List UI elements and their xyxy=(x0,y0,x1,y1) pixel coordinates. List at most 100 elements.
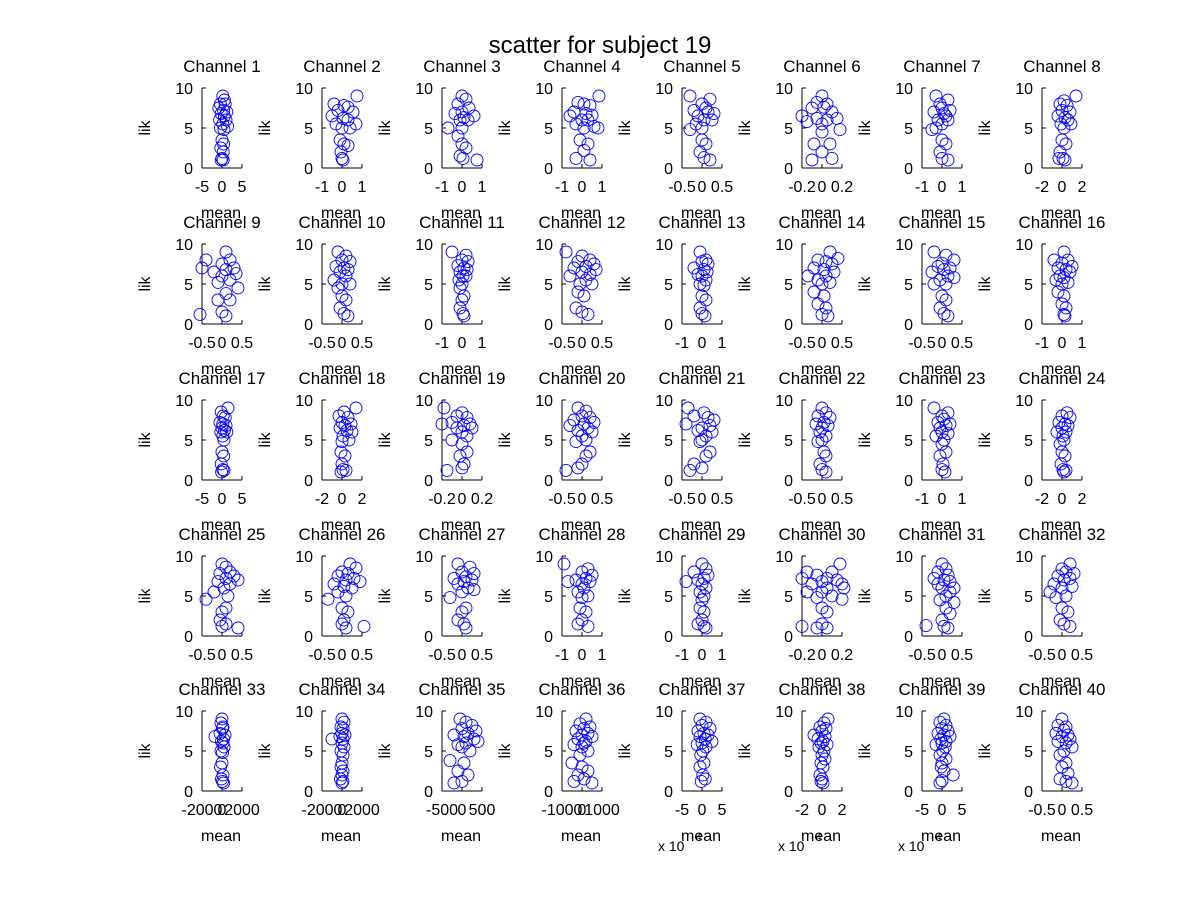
y-tick-label: 0 xyxy=(784,161,793,178)
x-exponent-label: x 10 xyxy=(658,838,685,854)
x-axis-label: mean xyxy=(801,828,841,845)
y-tick-label: 0 xyxy=(664,629,673,646)
scatter-point xyxy=(457,111,471,125)
scatter-point xyxy=(455,293,469,307)
scatter-point xyxy=(817,263,831,277)
y-tick-label: 10 xyxy=(175,704,193,721)
scatter-point xyxy=(343,277,357,291)
scatter-point xyxy=(435,417,449,431)
y-tick-label: 0 xyxy=(904,317,913,334)
scatter-point xyxy=(208,730,222,744)
scatter-point xyxy=(456,307,470,321)
scatter-point xyxy=(336,774,350,788)
scatter-point xyxy=(943,575,957,589)
x-tick-label: 2 xyxy=(1078,179,1087,196)
x-tick-label: -0.2 xyxy=(788,647,816,664)
y-tick-label: 0 xyxy=(784,473,793,490)
scatter-point xyxy=(581,589,595,603)
scatter-point xyxy=(569,435,583,449)
scatter-point xyxy=(1057,617,1071,631)
y-tick-label: 0 xyxy=(904,473,913,490)
scatter-point xyxy=(694,774,708,788)
scatter-points xyxy=(687,245,715,323)
scatter-point xyxy=(927,401,941,415)
scatter-point xyxy=(817,716,831,730)
scatter-point xyxy=(1059,301,1073,315)
x-tick-label: 0 xyxy=(818,802,827,819)
x-exponent-power: 4 xyxy=(696,832,702,843)
scatter-point xyxy=(563,269,577,283)
scatter-point xyxy=(931,577,945,591)
scatter-point xyxy=(334,465,348,479)
scatter-point xyxy=(1057,465,1071,479)
scatter-point xyxy=(216,145,230,159)
scatter-point xyxy=(451,259,465,273)
subplot-title: Channel 32 xyxy=(1019,525,1106,544)
y-tick-label: 5 xyxy=(544,744,553,761)
y-tick-label: 5 xyxy=(1024,433,1033,450)
scatter-point xyxy=(941,427,955,441)
scatter-point xyxy=(825,565,839,579)
x-tick-label: -1 xyxy=(555,179,569,196)
y-tick-label: 5 xyxy=(904,589,913,606)
y-tick-label: 10 xyxy=(295,237,313,254)
scatter-point xyxy=(1069,89,1083,103)
subplot-title: Channel 22 xyxy=(779,369,866,388)
scatter-point xyxy=(592,89,606,103)
scatter-points xyxy=(1047,245,1079,323)
y-tick-label: 5 xyxy=(664,433,673,450)
scatter-point xyxy=(219,309,233,323)
scatter-point xyxy=(1059,565,1073,579)
x-tick-label: -0.5 xyxy=(188,647,216,664)
x-tick-label: 0.5 xyxy=(711,179,733,196)
y-axis-label: lik xyxy=(857,119,874,135)
scatter-point xyxy=(1055,256,1069,270)
scatter-point xyxy=(455,774,469,788)
subplot-title: Channel 27 xyxy=(419,525,506,544)
scatter-point xyxy=(459,248,473,262)
x-axis-label: mean xyxy=(561,205,601,222)
scatter-point xyxy=(815,463,829,477)
y-tick-label: 10 xyxy=(655,704,673,721)
y-tick-label: 10 xyxy=(415,237,433,254)
scatter-point xyxy=(805,101,819,115)
y-tick-label: 5 xyxy=(784,121,793,138)
scatter-point xyxy=(335,617,349,631)
subplot-title: Channel 28 xyxy=(539,525,626,544)
x-tick-label: 0.5 xyxy=(831,491,853,508)
subplot-title: Channel 23 xyxy=(899,369,986,388)
x-tick-label: 0.5 xyxy=(1071,647,1093,664)
y-tick-label: 0 xyxy=(1024,784,1033,801)
scatter-point xyxy=(819,465,833,479)
scatter-point xyxy=(333,421,347,435)
x-tick-label: 2000 xyxy=(224,802,260,819)
scatter-point xyxy=(695,433,709,447)
scatter-point xyxy=(1065,579,1079,593)
scatter-point xyxy=(321,592,335,606)
y-axis-label: lik xyxy=(617,119,634,135)
x-tick-label: 0 xyxy=(338,335,347,352)
scatter-point xyxy=(935,151,949,165)
x-tick-label: -0.5 xyxy=(668,491,696,508)
scatter-point xyxy=(453,712,467,726)
x-tick-label: -2000 xyxy=(302,802,343,819)
y-tick-label: 10 xyxy=(535,237,553,254)
scatter-point xyxy=(331,281,345,295)
scatter-point xyxy=(697,279,711,293)
scatter-point xyxy=(223,253,237,267)
y-tick-label: 0 xyxy=(784,629,793,646)
scatter-point xyxy=(1057,307,1071,321)
scatter-point xyxy=(583,99,597,113)
y-axis-label: lik xyxy=(617,275,634,291)
x-tick-label: -1 xyxy=(1035,335,1049,352)
subplot-title: Channel 7 xyxy=(903,57,981,76)
scatter-point xyxy=(335,435,349,449)
y-tick-label: 0 xyxy=(664,317,673,334)
scatter-point xyxy=(833,123,847,137)
